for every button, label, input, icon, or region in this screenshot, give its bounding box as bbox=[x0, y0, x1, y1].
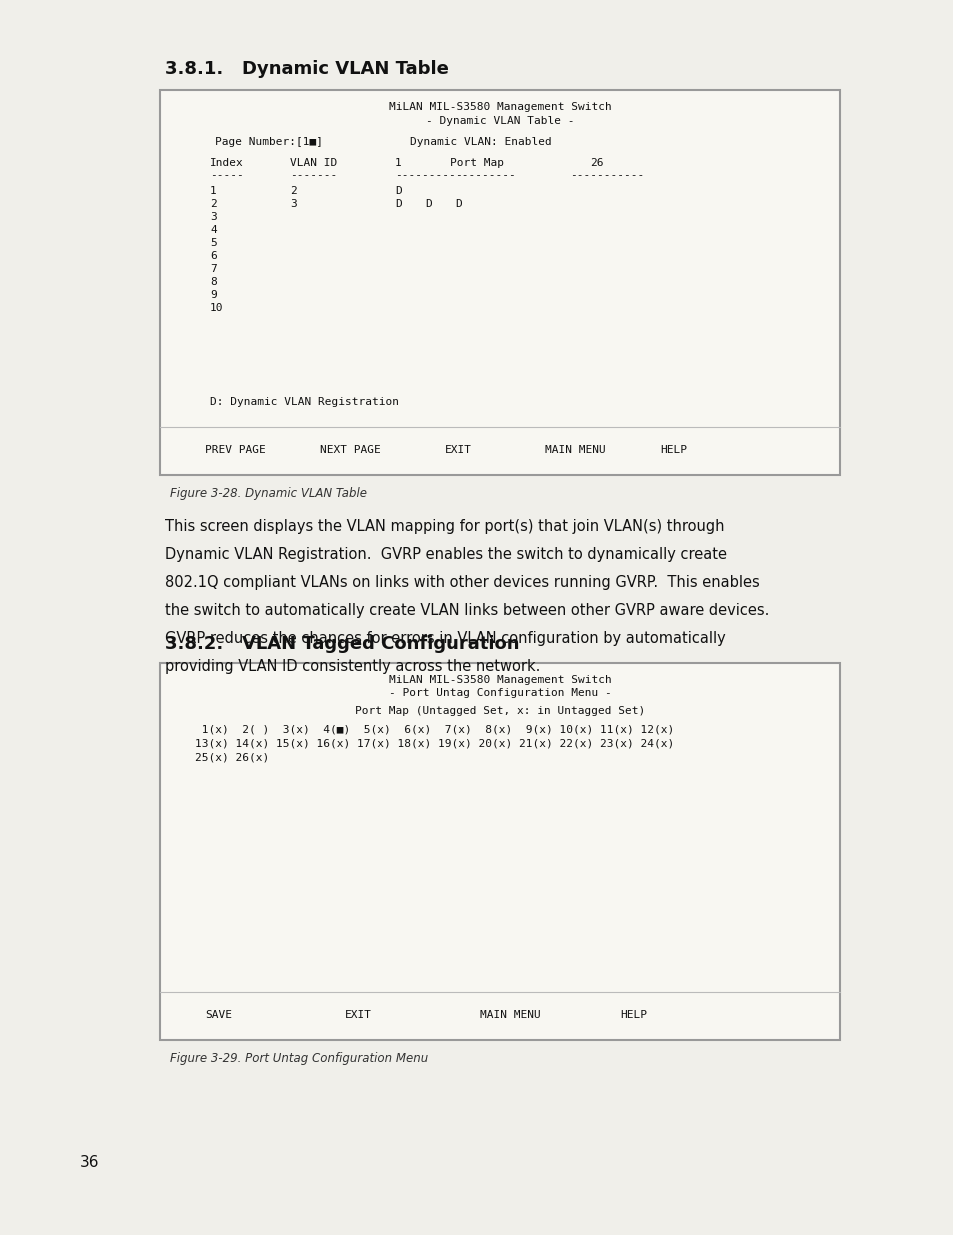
Text: This screen displays the VLAN mapping for port(s) that join VLAN(s) through: This screen displays the VLAN mapping fo… bbox=[165, 519, 723, 534]
Text: ---------: --------- bbox=[395, 170, 456, 180]
Text: VLAN ID: VLAN ID bbox=[290, 158, 337, 168]
Text: 6: 6 bbox=[210, 251, 216, 261]
Text: Dynamic VLAN Registration.  GVRP enables the switch to dynamically create: Dynamic VLAN Registration. GVRP enables … bbox=[165, 547, 726, 562]
FancyBboxPatch shape bbox=[160, 90, 840, 475]
Text: Figure 3-28. Dynamic VLAN Table: Figure 3-28. Dynamic VLAN Table bbox=[170, 487, 367, 500]
Text: the switch to automatically create VLAN links between other GVRP aware devices.: the switch to automatically create VLAN … bbox=[165, 603, 768, 618]
Text: 26: 26 bbox=[589, 158, 603, 168]
Text: -----: ----- bbox=[210, 170, 244, 180]
Text: 7: 7 bbox=[210, 264, 216, 274]
Text: Port Map: Port Map bbox=[450, 158, 503, 168]
Text: 25(x) 26(x): 25(x) 26(x) bbox=[194, 753, 269, 763]
Text: - Dynamic VLAN Table -: - Dynamic VLAN Table - bbox=[425, 116, 574, 126]
Text: 36: 36 bbox=[80, 1155, 99, 1170]
Text: EXIT: EXIT bbox=[345, 1010, 372, 1020]
Text: HELP: HELP bbox=[659, 445, 686, 454]
Text: D: D bbox=[455, 199, 461, 209]
Text: 3: 3 bbox=[210, 212, 216, 222]
Text: -------: ------- bbox=[290, 170, 337, 180]
FancyBboxPatch shape bbox=[160, 663, 840, 1040]
Text: D: D bbox=[424, 199, 432, 209]
Text: 3.8.1.   Dynamic VLAN Table: 3.8.1. Dynamic VLAN Table bbox=[165, 61, 449, 78]
Text: ---------: --------- bbox=[455, 170, 516, 180]
Text: 5: 5 bbox=[210, 238, 216, 248]
Text: 3.8.2.   VLAN Tagged Configuration: 3.8.2. VLAN Tagged Configuration bbox=[165, 635, 519, 653]
Text: MAIN MENU: MAIN MENU bbox=[479, 1010, 540, 1020]
Text: - Port Untag Configuration Menu -: - Port Untag Configuration Menu - bbox=[388, 688, 611, 698]
Text: providing VLAN ID consistently across the network.: providing VLAN ID consistently across th… bbox=[165, 659, 539, 674]
Text: D: D bbox=[395, 186, 401, 196]
Text: 10: 10 bbox=[210, 303, 223, 312]
Text: GVRP reduces the chances for errors in VLAN configuration by automatically: GVRP reduces the chances for errors in V… bbox=[165, 631, 725, 646]
Text: 802.1Q compliant VLANs on links with other devices running GVRP.  This enables: 802.1Q compliant VLANs on links with oth… bbox=[165, 576, 759, 590]
Text: MiLAN MIL-S3580 Management Switch: MiLAN MIL-S3580 Management Switch bbox=[388, 676, 611, 685]
Text: Dynamic VLAN: Enabled: Dynamic VLAN: Enabled bbox=[410, 137, 551, 147]
Text: 1: 1 bbox=[210, 186, 216, 196]
Text: MiLAN MIL-S3580 Management Switch: MiLAN MIL-S3580 Management Switch bbox=[388, 103, 611, 112]
Text: HELP: HELP bbox=[619, 1010, 646, 1020]
Text: 2: 2 bbox=[290, 186, 296, 196]
Text: D: D bbox=[395, 199, 401, 209]
Text: 1: 1 bbox=[395, 158, 401, 168]
Text: Index: Index bbox=[210, 158, 244, 168]
Text: 9: 9 bbox=[210, 290, 216, 300]
Text: Port Map (Untagged Set, x: in Untagged Set): Port Map (Untagged Set, x: in Untagged S… bbox=[355, 706, 644, 716]
Text: SAVE: SAVE bbox=[205, 1010, 232, 1020]
Text: Figure 3-29. Port Untag Configuration Menu: Figure 3-29. Port Untag Configuration Me… bbox=[170, 1052, 428, 1065]
Text: 8: 8 bbox=[210, 277, 216, 287]
Text: PREV PAGE: PREV PAGE bbox=[205, 445, 266, 454]
Text: 13(x) 14(x) 15(x) 16(x) 17(x) 18(x) 19(x) 20(x) 21(x) 22(x) 23(x) 24(x): 13(x) 14(x) 15(x) 16(x) 17(x) 18(x) 19(x… bbox=[194, 739, 674, 748]
Text: 4: 4 bbox=[210, 225, 216, 235]
Text: -----------: ----------- bbox=[569, 170, 643, 180]
Text: MAIN MENU: MAIN MENU bbox=[544, 445, 605, 454]
Text: EXIT: EXIT bbox=[444, 445, 472, 454]
Text: Page Number:[1■]: Page Number:[1■] bbox=[214, 137, 323, 147]
Text: 3: 3 bbox=[290, 199, 296, 209]
Text: 1(x)  2( )  3(x)  4(■)  5(x)  6(x)  7(x)  8(x)  9(x) 10(x) 11(x) 12(x): 1(x) 2( ) 3(x) 4(■) 5(x) 6(x) 7(x) 8(x) … bbox=[194, 725, 674, 735]
Text: 2: 2 bbox=[210, 199, 216, 209]
Text: NEXT PAGE: NEXT PAGE bbox=[319, 445, 380, 454]
Text: D: Dynamic VLAN Registration: D: Dynamic VLAN Registration bbox=[210, 396, 398, 408]
